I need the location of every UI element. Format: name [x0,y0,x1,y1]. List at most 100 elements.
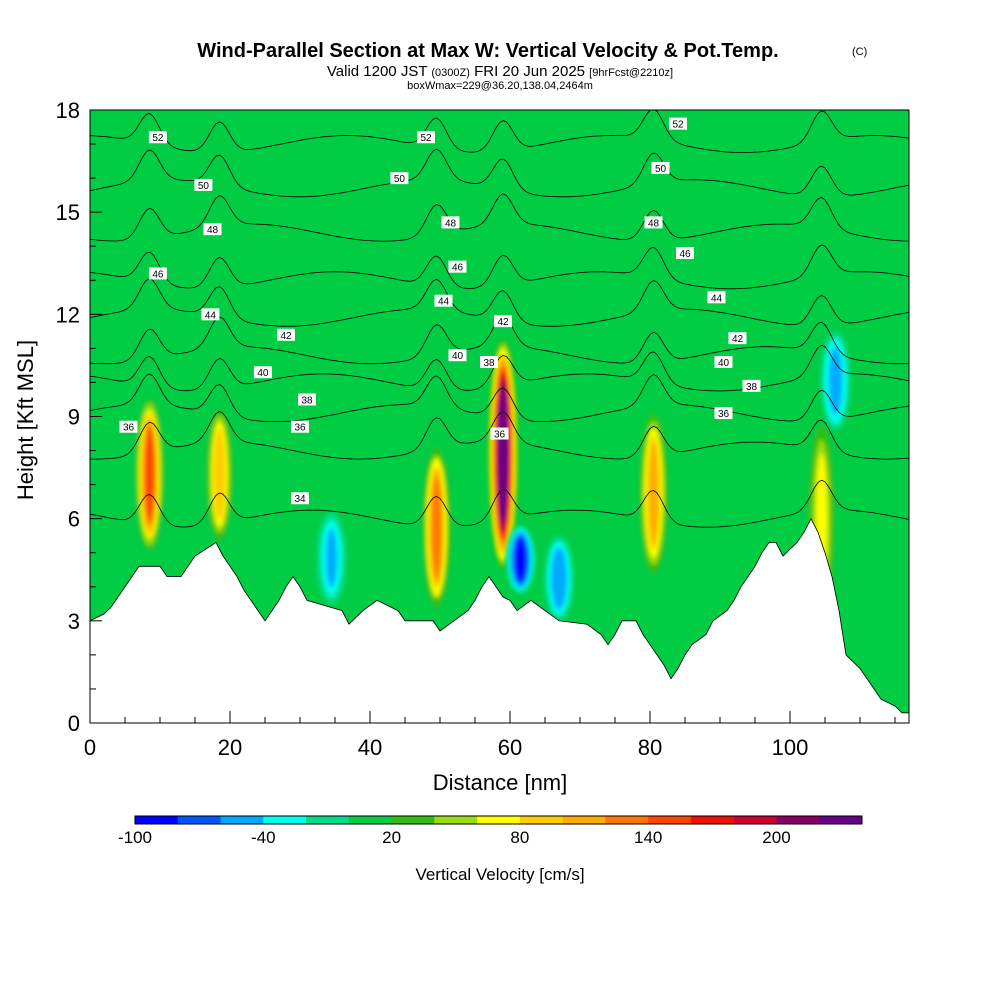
colorbar-segment [690,816,735,824]
field-streak [780,119,799,340]
field-streak [269,119,288,340]
colorbar-frame [134,815,863,825]
downdraft-plume-level [327,530,336,586]
contour-label-box [480,356,498,369]
isentrope-50 [90,148,909,198]
colorbar-segment [348,816,393,824]
title-copyright: (C) [852,46,867,58]
contour-label: 42 [728,332,747,345]
colorbar-segment [177,816,222,824]
field-streaks [116,119,901,340]
contour-label-text: 36 [294,423,306,434]
x-tick-label: 0 [84,735,96,760]
y-tick-label: 6 [68,507,80,532]
contour-label-box [291,420,309,433]
colorbar-segment [776,816,820,824]
y-tick-label: 15 [56,200,80,225]
contour-label: 48 [203,223,222,236]
contour-label-text: 36 [494,430,506,441]
contour-label-box [390,172,409,185]
contour-label: 38 [298,393,316,406]
contour-label-text: 44 [711,293,723,304]
colorbar-segment [434,816,478,824]
contour-label-box [148,131,167,144]
updraft-plume [488,338,518,570]
contour-label: 38 [480,356,498,369]
contour-label-box [203,223,222,236]
field-streak [473,119,492,340]
colorbar-segment [648,816,692,824]
contour-label-box [253,366,272,379]
colorbar-tick-label: -100 [118,828,152,847]
colorbar-segment [306,816,350,824]
isentrope-48 [90,193,909,242]
contour-label: 36 [291,420,309,434]
contour-label-text: 48 [445,218,457,229]
colorbar-tick-label: 80 [510,828,529,847]
colorbar-segment [733,816,777,824]
contour-label-text: 50 [655,164,667,175]
chart-title: Wind-Parallel Section at Max W: Vertical… [197,40,867,92]
contour-label-box [448,260,467,273]
isentrope-36 [90,411,909,460]
x-tick-label: 40 [358,735,382,760]
contour-label-text: 38 [301,395,313,406]
plot-area: 52 52 52 50 50 50 48 48 48 46 46 46 44 44 44 42 42 42 40 40… [89,109,910,724]
y-tick-label: 18 [56,98,80,123]
colorbar-label: Vertical Velocity [cm/s] [415,865,584,884]
colorbar-segment [519,816,564,824]
contour-label-text: 38 [746,382,758,393]
updraft-plume-level [145,427,154,521]
contour-label-text: 40 [452,351,464,362]
colorbar-tick-label: -40 [251,828,276,847]
contour-label-text: 50 [394,174,406,185]
isentrope-40 [90,344,909,392]
updraft-plume-level [215,431,224,517]
downdraft-plume [544,535,574,621]
terrain-profile [89,517,910,724]
x-tick-label: 60 [498,735,522,760]
y-tick-label: 0 [68,711,80,736]
colorbar-segment [477,816,521,824]
contour-label-box [714,356,733,369]
contour-label-box [441,216,460,229]
contour-label-text: 48 [207,225,219,236]
contour-label: 36 [714,407,733,420]
contour-label: 44 [434,294,453,308]
colorbar: -100 -40 20 80 140 200 [118,815,863,847]
title-valid-date: FRI 20 Jun 2025 [474,63,585,80]
contour-label-box [742,379,761,392]
isentrope-34 [90,479,909,528]
contour-label-box [494,315,512,328]
terrain [89,517,910,724]
colorbar-segment [605,816,649,824]
downdraft-plume-level [516,539,525,580]
field-streak [678,119,697,340]
colorbar-tick-label: 140 [634,828,662,847]
contour-label-box [119,420,138,433]
colorbar-segment [220,816,264,824]
y-axis: 0 3 6 9 12 15 18 [56,98,102,736]
contour-label-box [291,492,309,505]
contour-label: 48 [441,216,460,229]
contour-label-text: 44 [438,297,450,308]
isentrope-38 [90,373,909,423]
downdraft-plume [505,525,536,594]
updraft-plume [204,402,235,546]
contour-label-text: 40 [257,368,269,379]
isentrope-52 [90,110,909,153]
field-streak [729,119,748,340]
field-streak [524,119,543,340]
contour-label-text: 44 [205,310,217,321]
contour-label-text: 40 [718,358,730,369]
contour-label-box [277,328,295,341]
title-valid-prefix: Valid 1200 JST [327,63,427,80]
field-streak [371,119,390,340]
contour-label: 52 [417,131,435,144]
colorbar-segment [391,816,435,824]
title-box-info: boxWmax=229@36.20,138.04,2464m [407,80,593,92]
isentrope-46 [90,244,909,290]
contour-label-box [194,178,213,191]
title-valid-time: Valid 1200 JST (0300Z) FRI 20 Jun 2025 [… [327,63,673,80]
